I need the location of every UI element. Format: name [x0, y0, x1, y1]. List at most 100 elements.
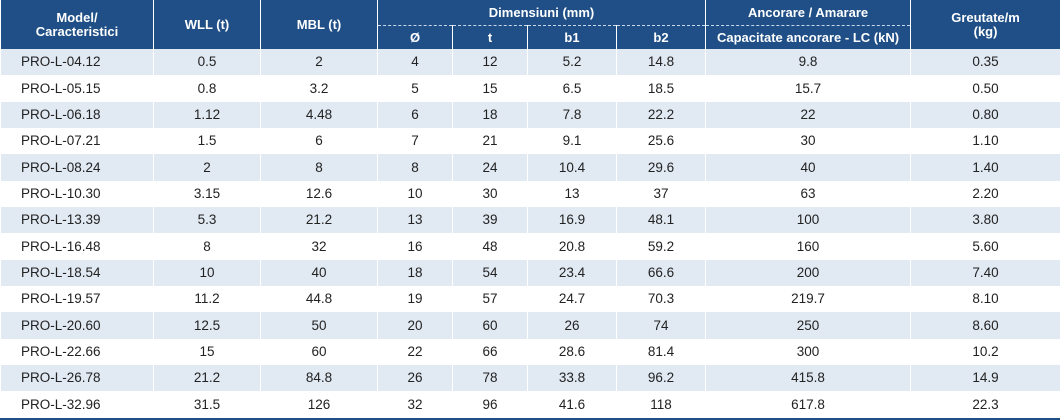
cell-t: 57 — [452, 286, 528, 313]
cell-wll: 0.5 — [153, 49, 261, 76]
cell-lc: 219.7 — [705, 286, 912, 313]
cell-t: 18 — [452, 101, 528, 129]
cell-diameter: 13 — [377, 207, 453, 234]
cell-b2: 22.2 — [615, 101, 707, 129]
cell-b1: 13 — [527, 180, 617, 208]
cell-mbl: 32 — [260, 233, 378, 260]
cell-wll: 12.5 — [153, 312, 261, 339]
cell-b1: 7.8 — [527, 101, 617, 129]
cell-diameter: 22 — [377, 338, 453, 366]
cell-wll: 0.8 — [153, 75, 261, 102]
cell-weight: 7.40 — [910, 259, 1060, 287]
table-row: PRO-L-18.54 10 40 18 54 23.4 66.6 200 7.40 — [0, 259, 1060, 287]
cell-model: PRO-L-07.21 — [0, 128, 154, 155]
cell-model: PRO-L-19.57 — [0, 286, 154, 313]
table-row: PRO-L-05.15 0.8 3.2 5 15 6.5 18.5 15.7 0.50 — [0, 75, 1060, 102]
cell-lc: 22 — [705, 101, 912, 129]
cell-diameter: 10 — [377, 180, 453, 208]
cell-t: 30 — [452, 180, 528, 208]
cell-mbl: 60 — [260, 338, 378, 366]
cell-model: PRO-L-08.24 — [0, 154, 154, 181]
cell-b2: 37 — [615, 180, 707, 208]
cell-t: 15 — [452, 75, 528, 102]
header-model: Model/ Caracteristici — [0, 0, 154, 49]
cell-mbl: 21.2 — [260, 207, 378, 234]
table-row: PRO-L-32.96 31.5 126 32 96 41.6 118 617.8 22.3 — [0, 391, 1060, 420]
table-header: Model/ Caracteristici WLL (t) MBL (t) Di… — [0, 0, 1060, 49]
table-row: PRO-L-22.66 15 60 22 66 28.6 81.4 300 10.2 — [0, 338, 1060, 366]
cell-b2: 59.2 — [615, 233, 707, 260]
cell-b1: 5.2 — [527, 49, 617, 76]
cell-t: 12 — [452, 49, 528, 76]
header-wll: WLL (t) — [153, 0, 261, 49]
cell-b2: 18.5 — [615, 75, 707, 102]
cell-b1: 20.8 — [527, 233, 617, 260]
cell-wll: 21.2 — [153, 365, 261, 392]
table-row: PRO-L-06.18 1.12 4.48 6 18 7.8 22.2 22 0.80 — [0, 101, 1060, 129]
cell-weight: 5.60 — [910, 233, 1060, 260]
cell-model: PRO-L-13.39 — [0, 207, 154, 234]
header-model-label: Model/ Caracteristici — [35, 9, 119, 39]
cell-weight: 1.10 — [910, 128, 1060, 155]
cell-lc: 160 — [705, 233, 912, 260]
cell-model: PRO-L-26.78 — [0, 365, 154, 392]
cell-diameter: 18 — [377, 259, 453, 287]
cell-mbl: 126 — [260, 391, 378, 420]
cell-diameter: 19 — [377, 286, 453, 313]
cell-weight: 0.50 — [910, 75, 1060, 102]
cell-t: 78 — [452, 365, 528, 392]
cell-b2: 70.3 — [615, 286, 707, 313]
cell-t: 54 — [452, 259, 528, 287]
cell-wll: 11.2 — [153, 286, 261, 313]
header-dim-b2: b2 — [615, 25, 707, 49]
header-anchor-lc: Capacitate ancorare - LC (kN) — [705, 25, 912, 49]
cell-wll: 31.5 — [153, 391, 261, 420]
cell-b2: 118 — [615, 391, 707, 420]
header-mbl: MBL (t) — [260, 0, 378, 49]
cell-model: PRO-L-06.18 — [0, 101, 154, 129]
header-dim-t: t — [452, 25, 528, 49]
cell-b2: 48.1 — [615, 207, 707, 234]
cell-b2: 25.6 — [615, 128, 707, 155]
cell-b2: 81.4 — [615, 338, 707, 366]
cell-lc: 9.8 — [705, 49, 912, 76]
cell-lc: 40 — [705, 154, 912, 181]
cell-weight: 2.20 — [910, 180, 1060, 208]
cell-mbl: 84.8 — [260, 365, 378, 392]
header-dim-diameter: Ø — [377, 25, 453, 49]
cell-mbl: 2 — [260, 49, 378, 76]
cell-model: PRO-L-16.48 — [0, 233, 154, 260]
cell-wll: 1.5 — [153, 128, 261, 155]
cell-t: 60 — [452, 312, 528, 339]
cell-b2: 14.8 — [615, 49, 707, 76]
cell-lc: 30 — [705, 128, 912, 155]
cell-model: PRO-L-04.12 — [0, 49, 154, 76]
cell-b2: 74 — [615, 312, 707, 339]
cell-weight: 0.35 — [910, 49, 1060, 76]
cell-lc: 15.7 — [705, 75, 912, 102]
table-row: PRO-L-20.60 12.5 50 20 60 26 74 250 8.60 — [0, 312, 1060, 339]
cell-diameter: 8 — [377, 154, 453, 181]
cell-model: PRO-L-10.30 — [0, 180, 154, 208]
cell-model: PRO-L-18.54 — [0, 259, 154, 287]
cell-wll: 1.12 — [153, 101, 261, 129]
cell-diameter: 32 — [377, 391, 453, 420]
cell-lc: 200 — [705, 259, 912, 287]
cell-wll: 2 — [153, 154, 261, 181]
cell-b1: 6.5 — [527, 75, 617, 102]
cell-wll: 8 — [153, 233, 261, 260]
cell-wll: 15 — [153, 338, 261, 366]
cell-t: 96 — [452, 391, 528, 420]
cell-mbl: 8 — [260, 154, 378, 181]
cell-b1: 33.8 — [527, 365, 617, 392]
header-dimensions: Dimensiuni (mm) — [376, 0, 707, 26]
cell-b1: 23.4 — [527, 259, 617, 287]
cell-b1: 10.4 — [527, 154, 617, 181]
cell-b1: 24.7 — [527, 286, 617, 313]
cell-wll: 5.3 — [153, 207, 261, 234]
cell-weight: 3.80 — [910, 207, 1060, 234]
cell-model: PRO-L-22.66 — [0, 338, 154, 366]
cell-weight: 8.60 — [910, 312, 1060, 339]
cell-t: 39 — [452, 207, 528, 234]
